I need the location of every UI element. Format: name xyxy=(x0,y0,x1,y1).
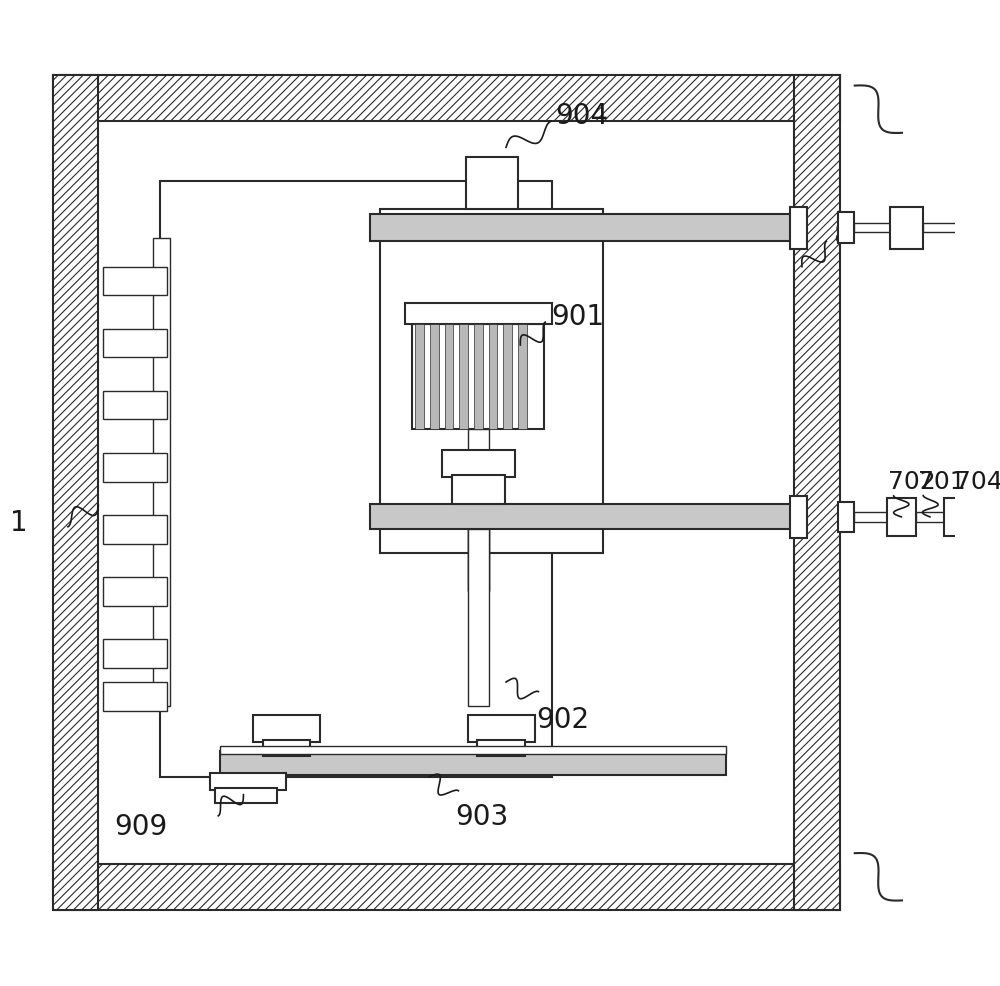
Bar xyxy=(468,429,489,592)
Text: 902: 902 xyxy=(537,706,590,734)
Bar xyxy=(468,510,489,592)
Text: 8: 8 xyxy=(833,222,851,249)
Bar xyxy=(153,238,170,706)
Bar xyxy=(103,682,167,711)
Bar xyxy=(854,223,890,233)
Bar xyxy=(103,577,167,605)
Bar xyxy=(790,207,807,248)
Bar xyxy=(452,475,505,504)
Bar xyxy=(518,324,527,429)
Bar xyxy=(468,716,535,742)
Bar xyxy=(380,209,603,553)
Bar xyxy=(370,214,794,241)
Text: 903: 903 xyxy=(455,804,509,831)
Bar xyxy=(503,324,512,429)
Bar xyxy=(220,746,726,753)
Bar xyxy=(160,180,552,777)
Bar xyxy=(405,303,552,324)
Bar xyxy=(103,515,167,543)
Bar xyxy=(415,324,424,429)
Bar xyxy=(103,639,167,668)
Bar xyxy=(916,512,944,522)
Bar xyxy=(253,716,320,742)
Bar xyxy=(442,450,515,477)
Bar xyxy=(53,865,840,910)
Bar xyxy=(103,267,167,296)
Bar xyxy=(103,328,167,358)
Bar xyxy=(53,75,840,120)
Bar xyxy=(854,512,887,522)
Bar xyxy=(944,498,973,536)
Bar xyxy=(923,223,966,233)
Bar xyxy=(53,75,98,910)
Bar xyxy=(887,498,916,536)
Text: 704: 704 xyxy=(955,470,1000,494)
Bar xyxy=(474,324,483,429)
Bar xyxy=(794,75,840,910)
Bar xyxy=(976,504,997,530)
Text: 701: 701 xyxy=(918,470,966,494)
Bar xyxy=(468,529,489,706)
Bar xyxy=(263,740,310,755)
Text: 1: 1 xyxy=(10,509,27,536)
Bar xyxy=(489,324,497,429)
Bar xyxy=(790,496,807,538)
Bar xyxy=(838,502,854,532)
Bar xyxy=(445,324,453,429)
Bar xyxy=(103,453,167,481)
Bar xyxy=(220,750,726,775)
Bar xyxy=(210,773,286,790)
Bar xyxy=(430,324,439,429)
Bar xyxy=(477,740,525,755)
Bar xyxy=(466,157,518,209)
Bar xyxy=(459,324,468,429)
Bar xyxy=(370,505,794,529)
Bar xyxy=(838,212,854,243)
Bar xyxy=(412,324,544,429)
Bar xyxy=(215,788,277,804)
Text: 702: 702 xyxy=(888,470,936,494)
Bar xyxy=(966,207,1000,248)
Text: 904: 904 xyxy=(556,103,609,130)
Text: 901: 901 xyxy=(551,303,604,330)
Text: 909: 909 xyxy=(115,812,168,841)
Bar xyxy=(890,207,923,248)
Bar xyxy=(103,390,167,419)
